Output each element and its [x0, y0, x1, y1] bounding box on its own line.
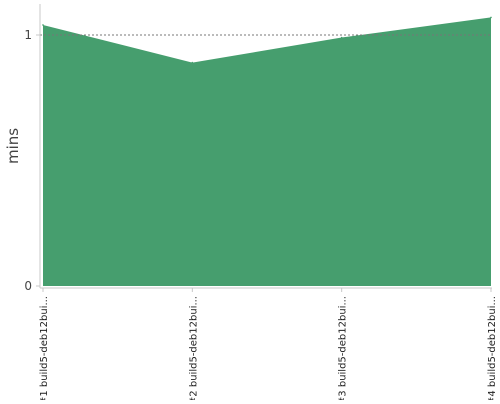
x-tick-label-3: #3 build5-deb12bui...: [338, 296, 349, 400]
x-tick-label-1: #1 build5-deb12bui...: [39, 296, 50, 400]
x-tick-label-4: #4 build5-deb12bui...: [487, 296, 498, 400]
y-tick-label-1: 1: [24, 28, 32, 42]
plot-area: 0 1 #1 build5-deb12bui... #2 build5-deb12bu…: [24, 4, 498, 404]
data-point-3: [340, 36, 343, 39]
y-tick-label-0: 0: [24, 279, 32, 293]
area-series: [43, 17, 491, 287]
data-point-2: [191, 61, 194, 64]
data-point-4: [490, 16, 492, 19]
x-tick-label-2: #2 build5-deb12bui...: [188, 296, 199, 400]
y-axis-label: mins: [4, 128, 22, 164]
data-point-1: [42, 24, 44, 26]
